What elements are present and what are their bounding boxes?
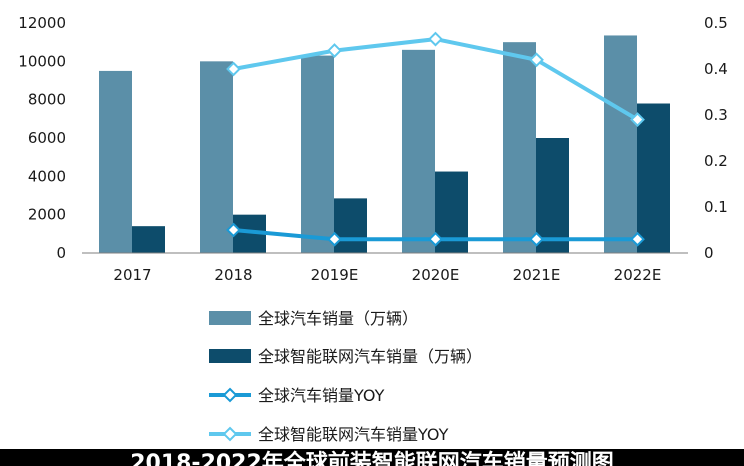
point-connected-yoy xyxy=(327,43,342,59)
bar-global-sales xyxy=(604,35,637,254)
point-global-yoy xyxy=(529,231,544,247)
x-tick-label: 2018 xyxy=(214,266,252,284)
right-tick-label: 0.2 xyxy=(704,152,728,170)
bar-global-sales xyxy=(503,42,536,253)
left-tick-label: 2000 xyxy=(28,206,66,224)
right-tick-label: 0.5 xyxy=(704,14,728,32)
x-tick-label: 2020E xyxy=(412,266,460,284)
combo-chart: 0 2000 4000 6000 8000 10000 12000 0 0.1 0.2 0.3 0.… xyxy=(18,14,728,444)
legend-swatch-connected-sales xyxy=(209,349,251,363)
point-global-yoy xyxy=(630,231,645,247)
x-tick-label: 2021E xyxy=(513,266,561,284)
left-axis-ticks: 0 2000 4000 6000 8000 10000 12000 xyxy=(18,14,66,262)
x-axis-ticks: 2017 2018 2019E 2020E 2021E 2022E xyxy=(113,266,661,284)
legend-label-connected-sales: 全球智能联网汽车销量（万辆） xyxy=(258,347,482,366)
left-tick-label: 6000 xyxy=(28,129,66,147)
left-tick-label: 0 xyxy=(56,244,66,262)
x-tick-label: 2019E xyxy=(311,266,359,284)
bar-global-sales xyxy=(99,70,132,254)
bar-global-sales xyxy=(301,55,334,254)
point-global-yoy xyxy=(327,231,342,247)
bar-connected-sales xyxy=(334,198,367,253)
legend-label-global-yoy: 全球汽车销量YOY xyxy=(258,386,385,405)
point-global-yoy xyxy=(428,231,443,247)
point-connected-yoy xyxy=(529,52,544,68)
point-connected-yoy xyxy=(226,61,241,77)
right-tick-label: 0 xyxy=(704,244,714,262)
line-connected-yoy xyxy=(233,37,639,122)
bar-connected-sales xyxy=(132,226,165,253)
right-tick-label: 0.1 xyxy=(704,198,728,216)
legend-marker-connected-yoy xyxy=(222,426,238,442)
bar-global-sales xyxy=(402,49,435,254)
legend-marker-global-yoy xyxy=(222,387,238,403)
legend-swatch-global-sales xyxy=(209,311,251,325)
bar-global-sales xyxy=(200,61,233,254)
right-tick-label: 0.3 xyxy=(704,106,728,124)
left-tick-label: 10000 xyxy=(18,52,66,70)
point-connected-yoy xyxy=(428,31,443,47)
point-global-yoy xyxy=(226,222,241,238)
bar-connected-sales xyxy=(536,138,569,253)
x-tick-label: 2017 xyxy=(113,266,151,284)
legend-label-global-sales: 全球汽车销量（万辆） xyxy=(258,309,418,328)
right-axis-ticks: 0 0.1 0.2 0.3 0.4 0.5 xyxy=(704,14,728,262)
chart-caption: 2018-2022年全球前装智能联网汽车销量预测图 xyxy=(130,451,614,466)
bar-connected-sales xyxy=(637,103,670,253)
left-tick-label: 8000 xyxy=(28,91,66,109)
right-tick-label: 0.4 xyxy=(704,60,728,78)
line-series xyxy=(226,31,645,247)
legend: 全球汽车销量（万辆） 全球智能联网汽车销量（万辆） 全球汽车销量YOY 全球智能联网汽… xyxy=(209,309,482,444)
caption-strip: 2018-2022年全球前装智能联网汽车销量预测图 xyxy=(0,449,744,466)
point-connected-yoy xyxy=(630,112,645,128)
left-tick-label: 4000 xyxy=(28,167,66,185)
x-tick-label: 2022E xyxy=(614,266,662,284)
legend-label-connected-yoy: 全球智能联网汽车销量YOY xyxy=(258,425,449,444)
bar-series xyxy=(99,35,670,254)
left-tick-label: 12000 xyxy=(18,14,66,32)
